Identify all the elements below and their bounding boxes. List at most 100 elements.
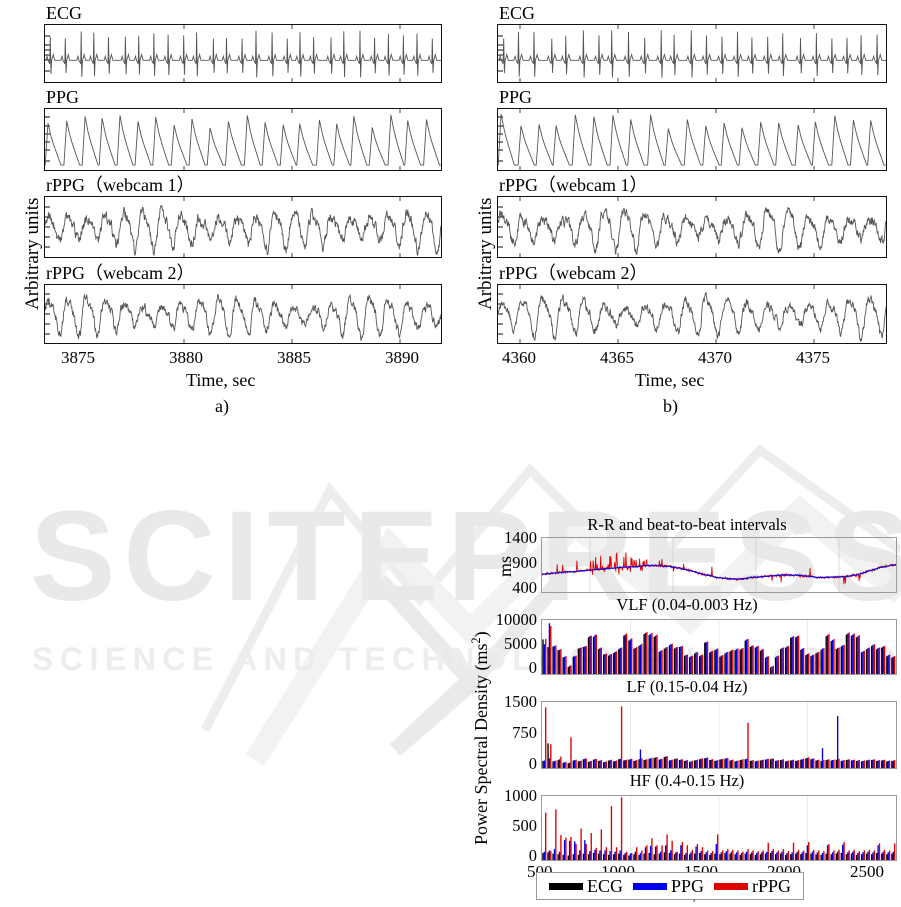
bar-rppg [585, 844, 587, 860]
bar-ecg [597, 760, 600, 768]
bar-ecg [547, 647, 549, 674]
bar-ecg [658, 759, 660, 768]
panel-title-ppg-a: PPG [46, 87, 80, 107]
bar-rppg [615, 651, 618, 674]
bar-ppg [796, 851, 798, 860]
bar-ppg [816, 760, 819, 768]
bar-ppg [771, 666, 773, 674]
bar-rppg [767, 842, 769, 860]
hrv-plot-rr [541, 537, 897, 593]
bar-ppg [756, 852, 758, 860]
bar-ppg [659, 759, 662, 768]
bar-ppg [867, 648, 869, 674]
bar-ppg [892, 656, 894, 674]
bar-ecg [673, 854, 676, 860]
bar-ppg [877, 760, 879, 768]
bar-ecg [704, 854, 706, 860]
bar-ppg [867, 851, 869, 860]
bar-ecg [668, 645, 671, 674]
bar-ecg [795, 637, 797, 674]
bar-ppg [756, 646, 758, 674]
bar-ecg [749, 760, 752, 768]
bar-ecg [830, 760, 832, 768]
bar-ppg [862, 852, 864, 860]
bar-rppg [843, 644, 845, 674]
legend-label-rppg: rPPG [752, 876, 792, 896]
bar-rppg [666, 834, 668, 860]
bar-rppg [706, 850, 709, 860]
bar-rppg [671, 840, 673, 860]
bar-ppg [715, 649, 717, 674]
bar-ppg [680, 646, 682, 674]
bar-rppg [802, 850, 805, 860]
bar-ecg [678, 760, 681, 768]
bar-ppg [887, 760, 889, 768]
bar-rppg [747, 722, 749, 768]
bar-ecg [623, 854, 625, 860]
bar-ecg [648, 635, 650, 674]
bar-ppg [614, 651, 616, 674]
bar-rppg [555, 645, 557, 674]
bar-rppg [888, 760, 891, 768]
bar-ecg [613, 854, 615, 860]
bar-rppg [802, 758, 805, 768]
bar-ppg [690, 656, 692, 674]
vlf-ytick-5000: 5000 [504, 634, 537, 653]
bar-rppg [888, 850, 891, 860]
bar-rppg [742, 648, 744, 674]
bar-ecg [709, 760, 711, 768]
bar-ppg [806, 654, 809, 674]
bar-ppg [685, 760, 687, 768]
bar-ecg [764, 657, 767, 674]
bar-ecg [805, 852, 807, 860]
bar-ppg [745, 851, 748, 860]
bar-ecg [871, 854, 873, 860]
bar-ecg [734, 854, 736, 860]
bar-ppg [786, 760, 788, 768]
bar-ppg [811, 655, 814, 674]
bar-ecg [719, 656, 721, 674]
bar-rppg [595, 634, 597, 674]
hrv-title-vlf: VLF (0.04-0.003 Hz) [616, 595, 758, 614]
bar-ppg [821, 648, 824, 674]
bar-rppg [641, 850, 643, 860]
bar-ppg [700, 655, 702, 674]
bar-ecg [582, 759, 585, 768]
bar-rppg [646, 845, 648, 860]
bar-ecg [699, 852, 701, 860]
bar-ppg [553, 849, 556, 860]
signal-plot-rppg1-b [497, 196, 887, 258]
bar-rppg [696, 844, 699, 860]
bar-ppg [654, 635, 657, 674]
bar-ppg [710, 852, 712, 860]
bar-ecg [850, 760, 853, 768]
bar-ppg [852, 760, 854, 768]
bar-ecg [855, 760, 858, 768]
bar-ppg [796, 636, 798, 674]
bar-ecg [567, 666, 569, 674]
bar-rppg [701, 758, 704, 768]
bar-rppg [661, 650, 663, 674]
bar-rppg [545, 812, 547, 860]
bar-rppg [666, 647, 668, 674]
bar-ecg [871, 760, 873, 768]
bar-ecg [699, 759, 701, 768]
hrv-title-rr: R-R and beat-to-beat intervals [587, 515, 787, 534]
bar-ecg [820, 760, 822, 768]
bar-ppg [609, 760, 611, 768]
bar-rppg [661, 758, 663, 768]
bar-ecg [572, 760, 575, 768]
bar-rppg [868, 759, 871, 768]
xtick-a-1: 3880 [169, 348, 203, 367]
bar-ppg [892, 760, 894, 768]
bar-ecg [592, 759, 595, 768]
bar-ecg [683, 655, 686, 674]
bar-ecg [592, 636, 595, 674]
bar-rppg [868, 647, 871, 674]
bar-rppg [716, 834, 719, 860]
bar-ecg [562, 762, 564, 768]
bar-rppg [681, 645, 683, 674]
bar-ecg [587, 637, 590, 674]
bar-ecg [886, 761, 888, 768]
bar-rppg [873, 850, 876, 860]
